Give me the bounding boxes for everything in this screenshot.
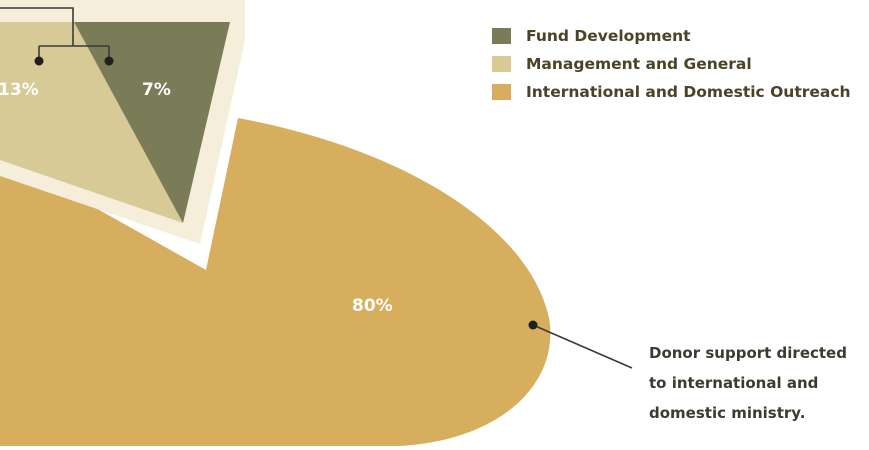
bracket-dot-management (34, 56, 44, 66)
annotation-line-2: to international and (649, 374, 819, 392)
annotation-text: Donor support directed to international … (649, 338, 864, 428)
annotation-line-1: Donor support directed (649, 344, 847, 362)
bracket-dot-fund (104, 56, 114, 66)
slice-label-management: 13% (0, 80, 39, 100)
legend-label-management-general: Management and General (526, 55, 752, 73)
legend-item-fund-development: Fund Development (492, 22, 851, 50)
legend-label-outreach: International and Domestic Outreach (526, 83, 851, 101)
annotation-pointer-line (532, 324, 633, 369)
legend-item-management-general: Management and General (492, 50, 851, 78)
bracket-connector (0, 7, 110, 60)
legend-swatch-management-general (492, 56, 511, 72)
legend-item-outreach: International and Domestic Outreach (492, 78, 851, 106)
legend-swatch-outreach (492, 84, 511, 100)
slice-fund (74, 22, 230, 223)
legend: Fund Development Management and General … (492, 22, 851, 106)
legend-label-fund-development: Fund Development (526, 27, 691, 45)
slice-label-fund: 7% (142, 80, 171, 100)
slice-label-outreach: 80% (352, 296, 393, 316)
annotation-pointer-dot (528, 320, 538, 330)
slice-outreach (0, 118, 551, 446)
slice-management (0, 22, 183, 223)
annotation-line-3: domestic ministry. (649, 404, 806, 422)
legend-swatch-fund-development (492, 28, 511, 44)
